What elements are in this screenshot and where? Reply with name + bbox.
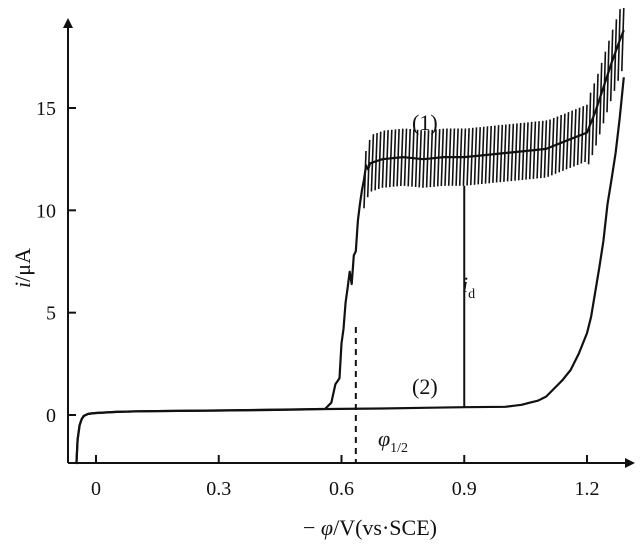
y-tick-group: 0 5 10 15 [36,98,76,427]
half-wave-subscript: 1/2 [390,441,408,456]
x-tick-label: 1.2 [575,478,600,500]
y-tick-label: 15 [36,98,56,120]
x-tick-label: 0.9 [452,478,477,500]
x-tick-group: 0 0.3 0.6 0.9 1.2 [91,455,600,500]
x-axis-title-prefix: − [303,515,321,540]
id-symbol: i [462,272,468,297]
y-tick-label: 10 [36,200,56,222]
y-axis-title-unit: /μA [10,248,35,282]
y-axis-title-symbol: i [10,282,35,288]
series-line-2 [75,77,625,465]
x-axis-title-unit: /V(vs·SCE) [333,515,437,540]
x-axis-title-symbol: φ [321,515,333,540]
x-axis-title: − φ/V(vs·SCE) [303,515,437,540]
y-axis-title: i/μA [10,248,35,288]
diffusion-current-label: id [462,272,475,302]
series-oscillation-1 [363,7,625,209]
half-wave-potential-label: φ1/2 [378,426,408,456]
id-subscript: d [468,287,475,302]
half-wave-symbol: φ [378,426,390,451]
x-tick-label: 0.3 [206,478,231,500]
series-group [75,7,625,465]
x-tick-label: 0.6 [329,478,354,500]
y-tick-label: 0 [46,405,56,427]
series-2-label: (2) [412,374,438,399]
x-tick-label: 0 [91,478,101,500]
series-1-label: (1) [412,110,438,135]
y-tick-label: 5 [46,303,56,325]
